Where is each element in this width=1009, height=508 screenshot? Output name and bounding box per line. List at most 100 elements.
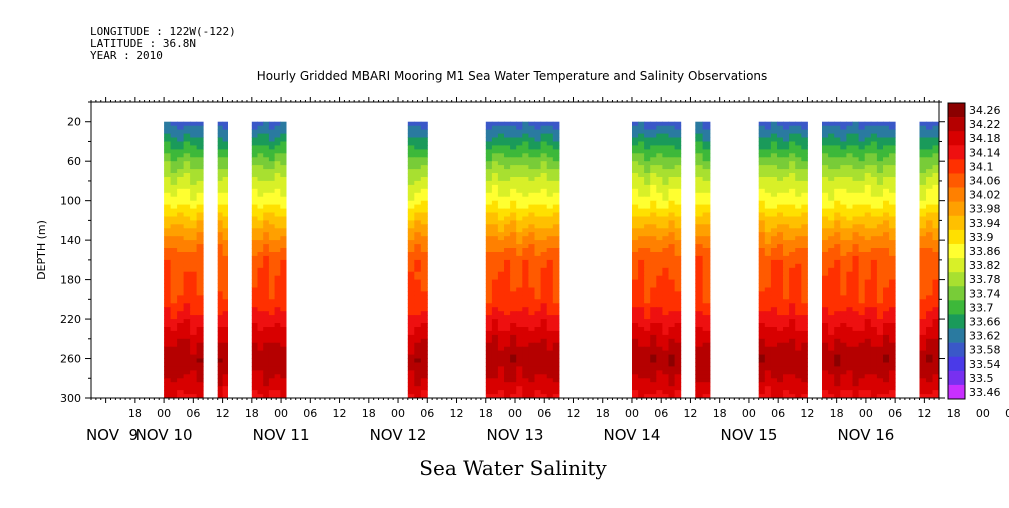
contour-cell: [834, 382, 841, 387]
contour-cell: [552, 228, 560, 233]
contour-cell: [485, 169, 493, 174]
contour-cell: [190, 271, 198, 277]
contour-cell: [183, 184, 191, 190]
contour-cell: [183, 287, 191, 292]
contour-cell: [491, 161, 499, 166]
contour-cell: [280, 319, 287, 324]
contour-cell: [840, 137, 847, 142]
contour-cell: [758, 366, 766, 371]
contour-cell: [407, 283, 415, 288]
contour-cell: [552, 169, 560, 174]
contour-cell: [190, 180, 198, 186]
contour-cell: [789, 267, 796, 273]
contour-cell: [528, 200, 535, 206]
contour-cell: [932, 370, 940, 375]
x-hour-label: 12: [216, 407, 230, 420]
contour-cell: [222, 334, 228, 340]
contour-cell: [485, 374, 493, 379]
contour-cell: [702, 374, 711, 379]
contour-cell: [852, 338, 860, 344]
contour-cell: [764, 386, 772, 391]
contour-cell: [190, 291, 198, 296]
y-tick-label: 260: [60, 353, 81, 366]
contour-cell: [196, 283, 204, 288]
contour-cell: [274, 125, 281, 131]
contour-cell: [656, 362, 663, 367]
contour-cell: [516, 236, 523, 241]
contour-cell: [834, 267, 841, 273]
contour-cell: [644, 303, 651, 308]
contour-cell: [932, 161, 940, 166]
contour-cell: [257, 382, 264, 387]
contour-cell: [638, 358, 645, 363]
contour-cell: [764, 283, 772, 288]
contour-cell: [644, 157, 651, 162]
contour-cell: [840, 362, 847, 367]
contour-cell: [852, 252, 860, 257]
contour-cell: [263, 232, 270, 237]
contour-cell: [190, 303, 198, 308]
contour-cell: [919, 279, 927, 284]
contour-cell: [183, 267, 191, 273]
contour-cell: [932, 173, 940, 178]
contour-cell: [783, 291, 790, 296]
contour-cell: [196, 180, 204, 186]
contour-cell: [889, 338, 896, 344]
contour-cell: [632, 394, 639, 399]
contour-cell: [414, 334, 422, 340]
contour-cell: [268, 177, 276, 182]
contour-cell: [510, 133, 517, 138]
contour-cell: [546, 200, 554, 206]
contour-cell: [668, 259, 676, 265]
contour-cell: [932, 180, 940, 186]
contour-cell: [528, 370, 535, 375]
contour-cell: [789, 220, 796, 225]
contour-cell: [919, 311, 927, 316]
contour-cell: [889, 394, 896, 399]
contour-cell: [217, 121, 224, 127]
contour-cell: [170, 165, 178, 170]
contour-cell: [552, 165, 560, 170]
contour-cell: [846, 184, 853, 190]
contour-cell: [217, 374, 224, 379]
contour-cell: [170, 149, 178, 154]
contour-cell: [414, 374, 422, 379]
contour-cell: [528, 374, 535, 379]
contour-cell: [177, 184, 185, 190]
contour-cell: [858, 283, 866, 288]
contour-cell: [528, 173, 535, 178]
contour-cell: [217, 307, 224, 312]
contour-cell: [528, 342, 535, 348]
contour-cell: [852, 315, 860, 320]
contour-cell: [528, 248, 535, 253]
contour-cell: [540, 252, 548, 257]
contour-cell: [274, 200, 281, 206]
contour-cell: [828, 188, 835, 194]
contour-cell: [263, 165, 270, 170]
contour-cell: [170, 330, 178, 336]
contour-cell: [764, 212, 772, 217]
contour-cell: [668, 188, 676, 194]
contour-cell: [822, 149, 829, 154]
contour-cell: [795, 224, 802, 229]
contour-cell: [702, 192, 711, 198]
contour-cell: [870, 319, 878, 324]
contour-cell: [840, 161, 847, 166]
contour-cell: [668, 338, 676, 344]
contour-cell: [644, 208, 651, 213]
contour-cell: [257, 133, 264, 138]
contour-cell: [840, 315, 847, 320]
contour-cell: [644, 271, 651, 277]
contour-cell: [783, 354, 790, 359]
contour-cell: [217, 358, 224, 363]
contour-cell: [491, 259, 499, 265]
contour-cell: [695, 153, 704, 158]
contour-cell: [932, 259, 940, 265]
contour-cell: [822, 137, 829, 142]
contour-cell: [268, 153, 276, 158]
contour-cell: [656, 370, 663, 375]
contour-cell: [789, 200, 796, 206]
contour-cell: [491, 382, 499, 387]
contour-cell: [257, 220, 264, 225]
contour-cell: [644, 390, 651, 395]
